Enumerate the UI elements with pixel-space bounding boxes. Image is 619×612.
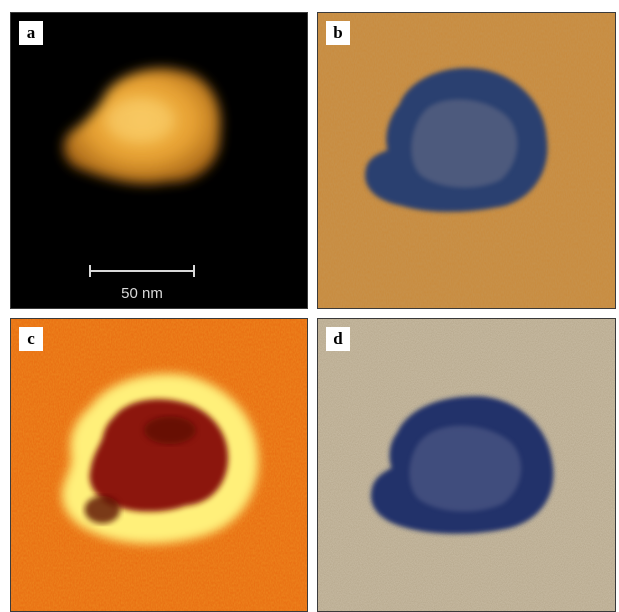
panel-c-image-content: [11, 319, 307, 611]
panel-label: b: [326, 21, 350, 45]
panel-a-topography-image: a 50 nm: [10, 12, 308, 309]
panel-b-phase-image: b: [317, 12, 616, 309]
panel-c-image: c: [10, 318, 308, 612]
panel-label: d: [326, 327, 350, 351]
panel-d-image-content: [318, 319, 615, 611]
scale-bar-label: 50 nm: [121, 285, 163, 302]
scale-bar: [89, 265, 195, 277]
panel-label: c: [19, 327, 43, 351]
panel-a-image: [11, 13, 307, 308]
panel-label: a: [19, 21, 43, 45]
panel-b-image: [318, 13, 615, 308]
panel-d-image: d: [317, 318, 616, 612]
